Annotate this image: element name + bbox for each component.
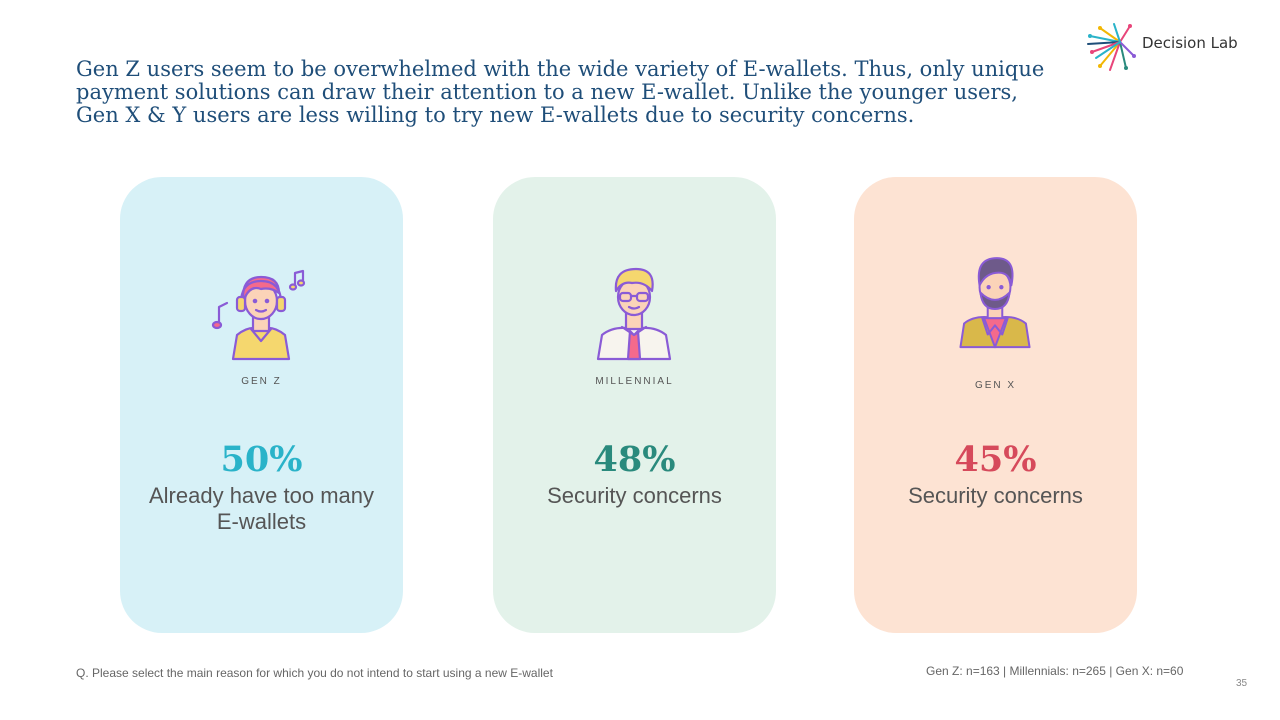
card-gen-z: GEN Z 50% Already have too many E-wallet…: [120, 177, 403, 633]
logo-text: Decision Lab: [1142, 34, 1238, 52]
reason-text: Already have too many E-wallets: [148, 483, 375, 534]
percentage-value: 50%: [220, 439, 303, 480]
page-number: 35: [1236, 678, 1248, 689]
reason-text: Security concerns: [547, 483, 722, 508]
gen-z-avatar-icon: [211, 269, 306, 361]
gen-x-avatar-icon: [959, 257, 1031, 349]
generation-label: MILLENNIAL: [595, 376, 674, 387]
burst-logo-icon: [1087, 23, 1136, 71]
generation-label: GEN Z: [241, 376, 282, 387]
percentage-value: 48%: [593, 439, 676, 480]
headline-line-3: Gen X & Y users are less willing to try …: [76, 103, 915, 127]
sample-sizes: Gen Z: n=163 | Millennials: n=265 | Gen …: [926, 664, 1184, 678]
millennial-avatar-icon: [596, 267, 672, 361]
percentage-value: 45%: [954, 439, 1037, 480]
headline-line-2: payment solutions can draw their attenti…: [76, 80, 1018, 104]
decision-lab-logo: Decision Lab: [1086, 22, 1256, 74]
card-gen-x: GEN X 45% Security concerns: [854, 177, 1137, 633]
reason-text: Security concerns: [908, 483, 1083, 508]
survey-question-footnote: Q. Please select the main reason for whi…: [76, 666, 553, 680]
generation-label: GEN X: [974, 380, 1017, 391]
headline: Gen Z users seem to be overwhelmed with …: [76, 58, 1066, 127]
card-millennial: MILLENNIAL 48% Security concerns: [493, 177, 776, 633]
headline-line-1: Gen Z users seem to be overwhelmed with …: [76, 57, 1045, 81]
